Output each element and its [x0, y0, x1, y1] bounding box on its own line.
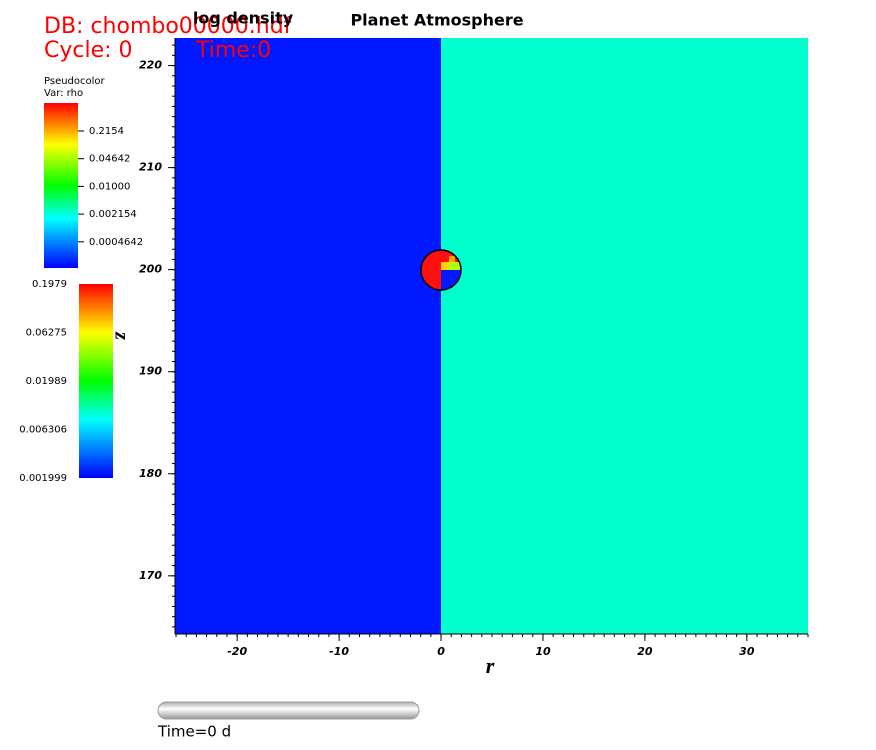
legend-label: 0.01989: [26, 376, 67, 387]
x-tick-label: 20: [637, 645, 653, 658]
y-tick-label: 210: [139, 161, 162, 174]
legend-labels: 0.2154 0.04642 0.01000 0.002154 0.0004642 0.1…: [19, 126, 143, 484]
x-tick-label: -10: [329, 645, 349, 658]
x-tick-label: 10: [535, 645, 551, 658]
planet-outline: [420, 249, 462, 291]
legend-label: 0.006306: [19, 425, 67, 436]
legend-label: 0.2154: [89, 126, 124, 137]
colorbar: [44, 103, 78, 268]
y-tick-label: 220: [139, 59, 162, 72]
y-tick-label: 180: [139, 467, 162, 480]
time-slider[interactable]: [157, 701, 420, 720]
region-right: [441, 38, 808, 634]
legend-label: 0.002154: [89, 209, 137, 220]
legend-title: Pseudocolor: [44, 76, 106, 87]
planet: [421, 250, 461, 290]
x-tick-label: 0: [437, 645, 445, 658]
plot-area: -20 -10 0 10 20 30 170 180 190 200 210 220: [139, 38, 809, 658]
legend-label: 0.06275: [26, 328, 67, 339]
cycle-label: Cycle: 0: [44, 38, 133, 63]
x-axis-label: r: [486, 653, 495, 678]
time-label: Time:0: [195, 38, 271, 63]
x-tick-label: -20: [227, 645, 247, 658]
legend-label: 0.01000: [89, 181, 130, 192]
slider-label: Time=0 d: [157, 723, 231, 741]
x-tick-label: 30: [739, 645, 755, 658]
y-tick-label: 170: [139, 569, 162, 582]
legend-label: 0.04642: [89, 154, 130, 165]
colorbar: [79, 284, 113, 478]
region-left: [175, 38, 442, 634]
legend-label: 0.1979: [32, 279, 67, 290]
y-tick-label: 200: [139, 263, 162, 276]
subtitle: log density: [193, 9, 294, 28]
legend-label: 0.001999: [19, 473, 67, 484]
y-axis-label: z: [110, 331, 132, 340]
title: Planet Atmosphere: [350, 11, 523, 30]
legend-var: Var: rho: [44, 88, 83, 99]
y-tick-label: 190: [139, 365, 162, 378]
legend-label: 0.0004642: [89, 237, 143, 248]
db-label: DB: chombo00000.hdf: [44, 14, 293, 39]
